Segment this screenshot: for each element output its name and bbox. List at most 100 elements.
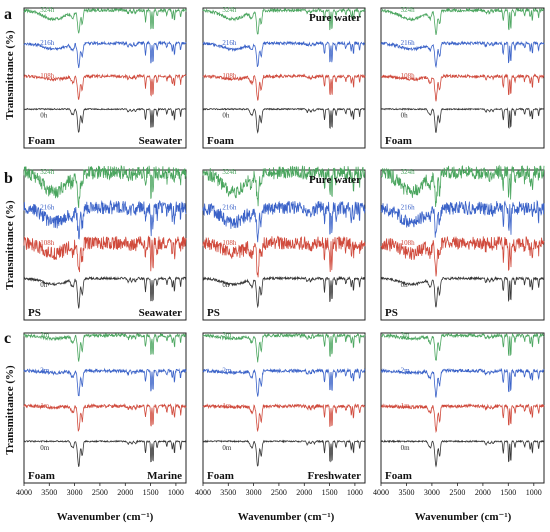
- series-label-a1-324h: 324h: [40, 6, 55, 14]
- spectrum-line-b3-0h: [380, 276, 545, 308]
- row-letter-a: a: [4, 6, 12, 23]
- series-label-c2-3m: 3m: [222, 331, 232, 339]
- y-axis-label-c: Transmittance (%): [4, 365, 16, 455]
- series-label-b1-324h: 324h: [40, 168, 55, 176]
- series-label-c3-3m: 3m: [401, 331, 411, 339]
- series-label-b1-108h: 108h: [40, 239, 55, 247]
- series-label-c1-1m: 1m: [40, 402, 50, 410]
- series-label-a1-216h: 216h: [40, 39, 55, 47]
- series-label-c1-0m: 0m: [40, 444, 50, 452]
- spectrum-line-a1-0h: [23, 107, 187, 133]
- spectrum-line-c1-1m: [23, 403, 187, 432]
- spectrum-line-b2-108h: [202, 235, 366, 278]
- spectrum-line-b2-0h: [202, 275, 365, 309]
- series-label-c2-2m: 2m: [222, 367, 232, 375]
- environment-label-b1: Seawater: [139, 307, 182, 319]
- panel-frame-c3: [380, 332, 545, 484]
- sample-label-c1: Foam: [28, 470, 55, 482]
- x-tick-label-2-2500: 2500: [271, 488, 287, 497]
- spectrum-line-b1-108h: [23, 235, 187, 273]
- series-label-a3-0h: 0h: [401, 111, 409, 119]
- series-label-a2-216h: 216h: [222, 39, 237, 47]
- sample-label-c3: Foam: [385, 470, 412, 482]
- x-tick-label-2-1000: 1000: [347, 488, 363, 497]
- series-label-b1-216h: 216h: [40, 204, 55, 212]
- sample-label-b3: PS: [385, 307, 398, 319]
- spectrum-line-b1-216h: [23, 199, 187, 240]
- x-tick-label-3-1000: 1000: [526, 488, 542, 497]
- x-tick-label-2-2000: 2000: [296, 488, 312, 497]
- spectrum-line-a2-108h: [202, 73, 366, 101]
- spectrum-line-b3-216h: [380, 199, 545, 238]
- series-label-a1-108h: 108h: [40, 72, 55, 80]
- x-tick-label-3-2500: 2500: [449, 488, 465, 497]
- x-tick-label-2-1500: 1500: [322, 488, 338, 497]
- x-tick-label-1-3000: 3000: [67, 488, 83, 497]
- series-label-a2-0h: 0h: [222, 111, 230, 119]
- spectrum-line-a1-324h: [23, 7, 187, 34]
- x-tick-label-3-3500: 3500: [399, 488, 415, 497]
- series-label-a2-108h: 108h: [222, 72, 237, 80]
- x-tick-label-2-3500: 3500: [220, 488, 236, 497]
- panel-frame-a2: [202, 7, 366, 149]
- spectrum-line-b3-324h: [380, 164, 545, 208]
- spectrum-line-a3-0h: [380, 107, 544, 133]
- series-label-b2-108h: 108h: [222, 239, 237, 247]
- series-label-b3-0h: 0h: [401, 281, 409, 289]
- x-tick-label-1-1500: 1500: [143, 488, 159, 497]
- x-tick-label-1-2500: 2500: [92, 488, 108, 497]
- series-label-b2-324h: 324h: [222, 168, 237, 176]
- series-label-b3-216h: 216h: [401, 204, 416, 212]
- spectrum-line-a2-0h: [202, 107, 366, 134]
- series-label-c1-3m: 3m: [40, 331, 50, 339]
- panel-frame-a3: [380, 7, 545, 149]
- sample-label-a3: Foam: [385, 135, 412, 147]
- sample-label-b1: PS: [28, 307, 41, 319]
- series-label-c1-2m: 2m: [40, 367, 50, 375]
- spectrum-line-c2-1m: [202, 403, 366, 433]
- spectrum-line-c3-2m: [380, 367, 545, 398]
- series-label-c3-2m: 2m: [401, 367, 411, 375]
- environment-label-b2: Pure water: [309, 174, 361, 186]
- series-label-c3-0m: 0m: [401, 444, 411, 452]
- spectrum-line-a3-324h: [380, 7, 545, 35]
- series-label-b3-324h: 324h: [401, 168, 416, 176]
- spectrum-line-a3-108h: [380, 73, 545, 102]
- x-tick-label-1-2000: 2000: [117, 488, 133, 497]
- spectrum-line-c2-2m: [202, 367, 366, 397]
- series-label-a3-108h: 108h: [401, 72, 416, 80]
- spectrum-line-c2-0m: [202, 439, 366, 467]
- spectrum-line-a2-216h: [202, 40, 366, 67]
- environment-label-c1: Marine: [147, 470, 182, 482]
- panel-frame-c2: [202, 332, 366, 484]
- environment-label-c2: Freshwater: [307, 470, 361, 482]
- spectrum-line-c1-3m: [23, 332, 187, 362]
- x-axis-label-col3: Wavenumber (cm⁻¹): [415, 511, 512, 523]
- spectrum-line-a1-108h: [23, 73, 187, 100]
- x-tick-label-1-3500: 3500: [41, 488, 57, 497]
- series-label-b2-0h: 0h: [222, 281, 230, 289]
- series-label-a2-324h: 324h: [222, 6, 237, 14]
- series-label-b1-0h: 0h: [40, 281, 48, 289]
- sample-label-b2: PS: [207, 307, 220, 319]
- series-label-c2-1m: 1m: [222, 402, 232, 410]
- x-axis-label-col1: Wavenumber (cm⁻¹): [57, 511, 154, 523]
- x-tick-label-3-4000: 4000: [373, 488, 389, 497]
- x-tick-label-3-3000: 3000: [424, 488, 440, 497]
- spectrum-line-b2-216h: [202, 200, 366, 243]
- row-letter-b: b: [4, 170, 13, 187]
- environment-label-a1: Seawater: [139, 135, 182, 147]
- x-tick-label-1-4000: 4000: [16, 488, 32, 497]
- series-label-a1-0h: 0h: [40, 111, 48, 119]
- x-tick-label-3-2000: 2000: [475, 488, 491, 497]
- spectrum-line-a2-324h: [202, 7, 366, 35]
- x-tick-label-3-1500: 1500: [500, 488, 516, 497]
- spectrum-line-b3-108h: [380, 236, 545, 277]
- panels-group: 0h 108h 216h 324h Foam Seawater 0h 108h 216h 324h…: [16, 6, 545, 497]
- sample-label-c2: Foam: [207, 470, 234, 482]
- sample-label-a1: Foam: [28, 135, 55, 147]
- series-label-c2-0m: 0m: [222, 444, 232, 452]
- sample-label-a2: Foam: [207, 135, 234, 147]
